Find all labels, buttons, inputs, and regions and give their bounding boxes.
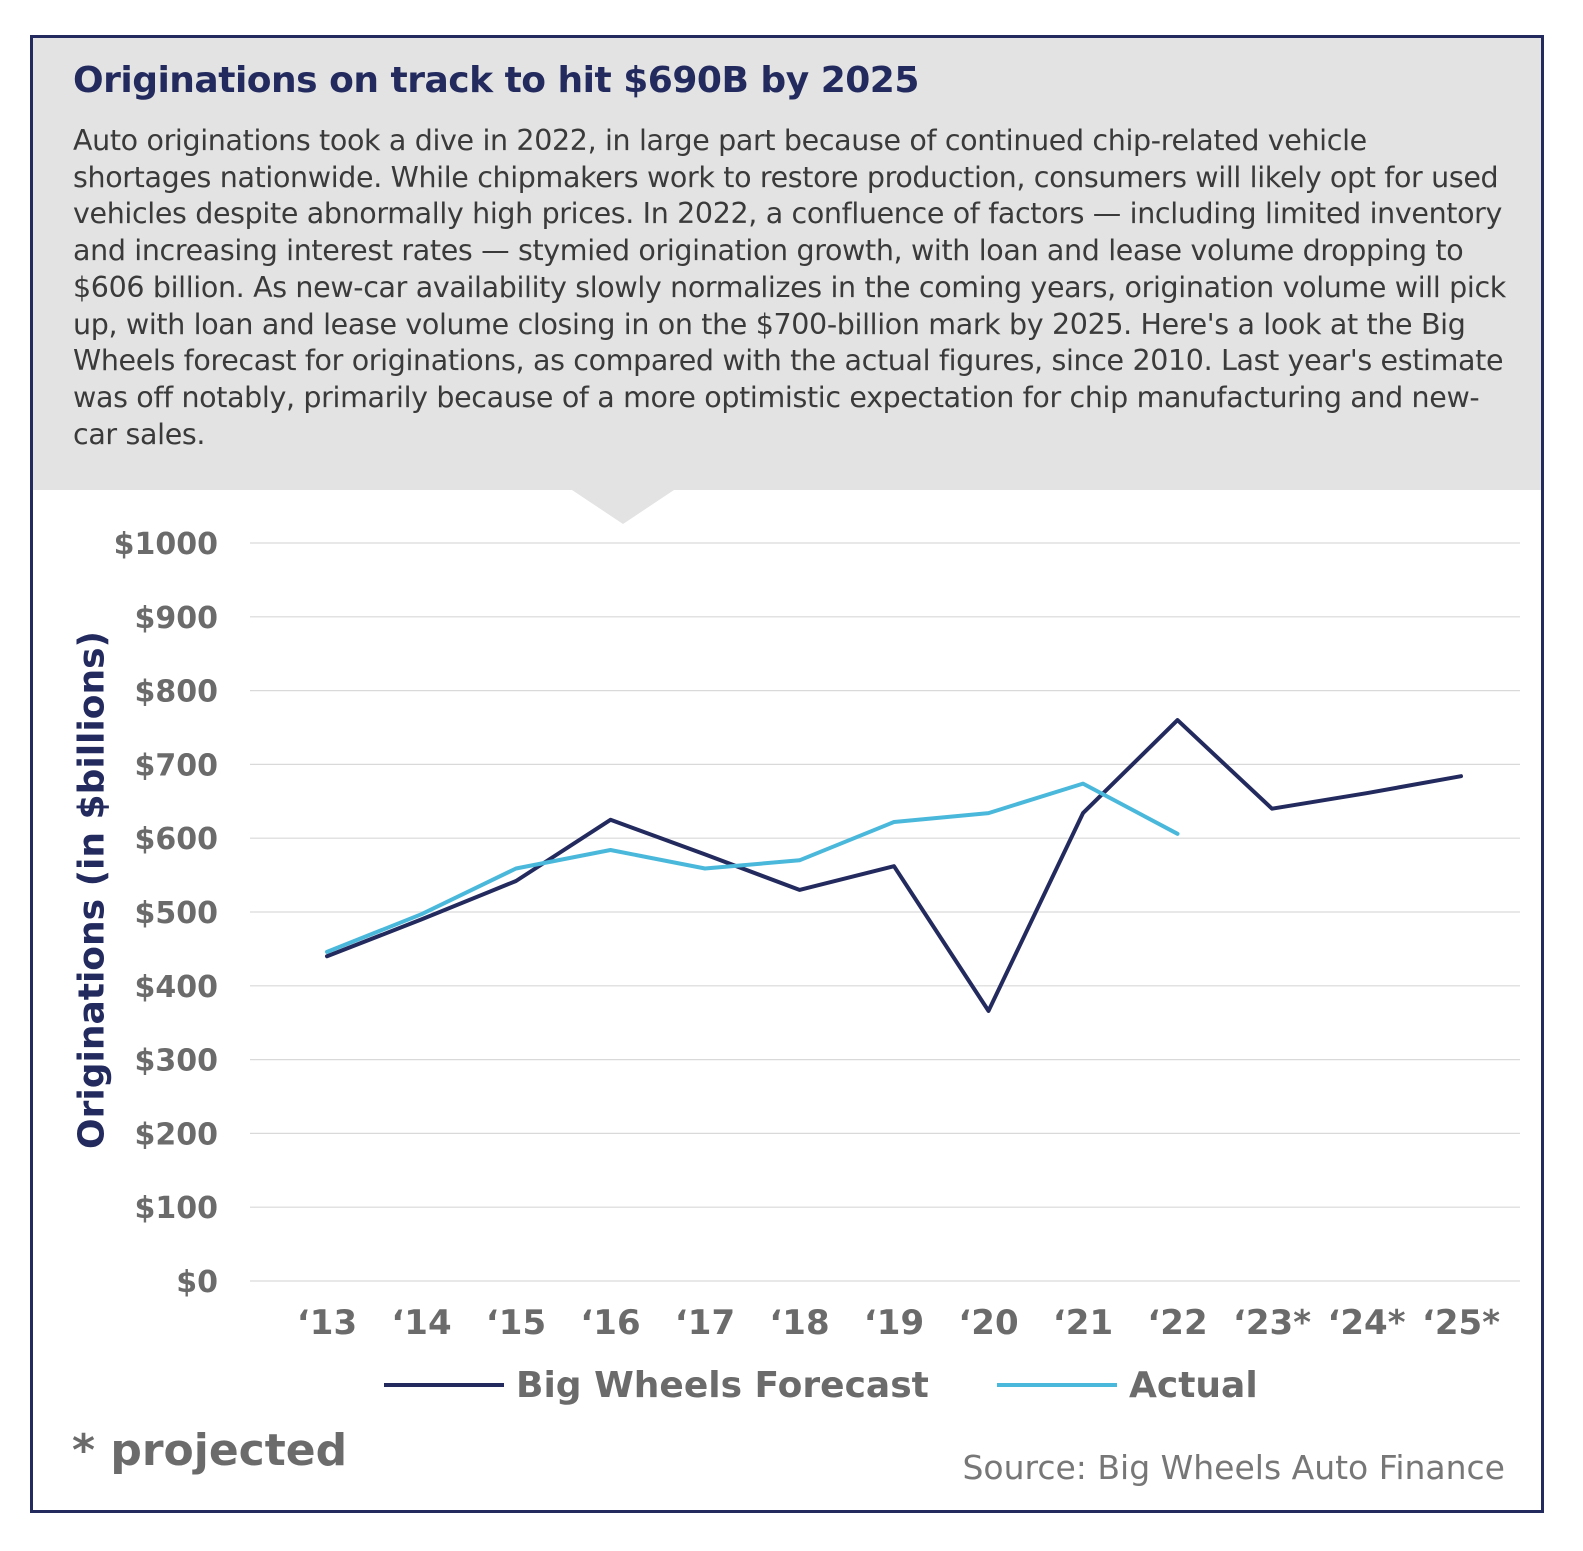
legend-actual: Actual <box>997 1364 1258 1406</box>
y-tick-label: $1000 <box>114 527 218 562</box>
y-tick-label: $0 <box>176 1265 218 1300</box>
y-tick-label: $200 <box>135 1117 219 1152</box>
y-tick-label: $800 <box>135 675 219 710</box>
x-tick-label: ‘13 <box>297 1303 357 1343</box>
y-tick-label: $600 <box>135 822 219 857</box>
grid-lines <box>250 542 1520 1282</box>
y-tick-label: $400 <box>135 970 219 1005</box>
x-tick-label: ‘20 <box>958 1303 1018 1343</box>
x-axis-ticks: ‘13 ‘14 ‘15 ‘16 ‘17 ‘18 ‘19 ‘20 ‘21 ‘22 ‘23* ‘24* ‘2… <box>297 1303 1500 1343</box>
header-pointer <box>569 488 677 524</box>
y-tick-label: $500 <box>135 896 219 931</box>
legend-forecast-label: Big Wheels Forecast <box>516 1364 929 1406</box>
chart-description: Auto originations took a dive in 2022, i… <box>73 124 1506 451</box>
x-tick-label: ‘17 <box>675 1303 735 1343</box>
legend-forecast-swatch <box>384 1383 504 1387</box>
x-tick-label: ‘21 <box>1053 1303 1113 1343</box>
y-tick-label: $900 <box>135 601 219 636</box>
series-lines <box>325 718 1463 1013</box>
series-line-actual <box>325 781 1180 954</box>
infographic-frame: Originations on track to hit $690B by 20… <box>30 35 1544 1513</box>
legend-actual-label: Actual <box>1129 1364 1258 1406</box>
header-panel: Originations on track to hit $690B by 20… <box>33 38 1541 490</box>
y-axis-ticks: $0 $100 $200 $300 $400 $500 $600 $700 $800 $900 $1… <box>114 527 218 1300</box>
x-tick-label: ‘25* <box>1422 1303 1500 1343</box>
x-tick-label: ‘23* <box>1233 1303 1311 1343</box>
y-tick-label: $100 <box>135 1191 219 1226</box>
x-tick-label: ‘16 <box>580 1303 640 1343</box>
y-tick-label: $700 <box>135 748 219 783</box>
legend-forecast: Big Wheels Forecast <box>384 1364 929 1406</box>
x-tick-label: ‘18 <box>769 1303 829 1343</box>
x-tick-label: ‘24* <box>1327 1303 1405 1343</box>
chart-title: Originations on track to hit $690B by 20… <box>73 60 919 101</box>
y-axis-label: Originations (in $billions) <box>71 631 113 1149</box>
series-line-big-wheels-forecast <box>325 718 1463 1013</box>
x-tick-label: ‘22 <box>1147 1303 1207 1343</box>
source-credit: Source: Big Wheels Auto Finance <box>962 1448 1505 1487</box>
footnote: * projected <box>72 1425 348 1476</box>
x-tick-label: ‘14 <box>391 1303 451 1343</box>
x-tick-label: ‘15 <box>486 1303 546 1343</box>
x-tick-label: ‘19 <box>864 1303 924 1343</box>
legend-actual-swatch <box>997 1383 1117 1387</box>
y-tick-label: $300 <box>135 1044 219 1079</box>
